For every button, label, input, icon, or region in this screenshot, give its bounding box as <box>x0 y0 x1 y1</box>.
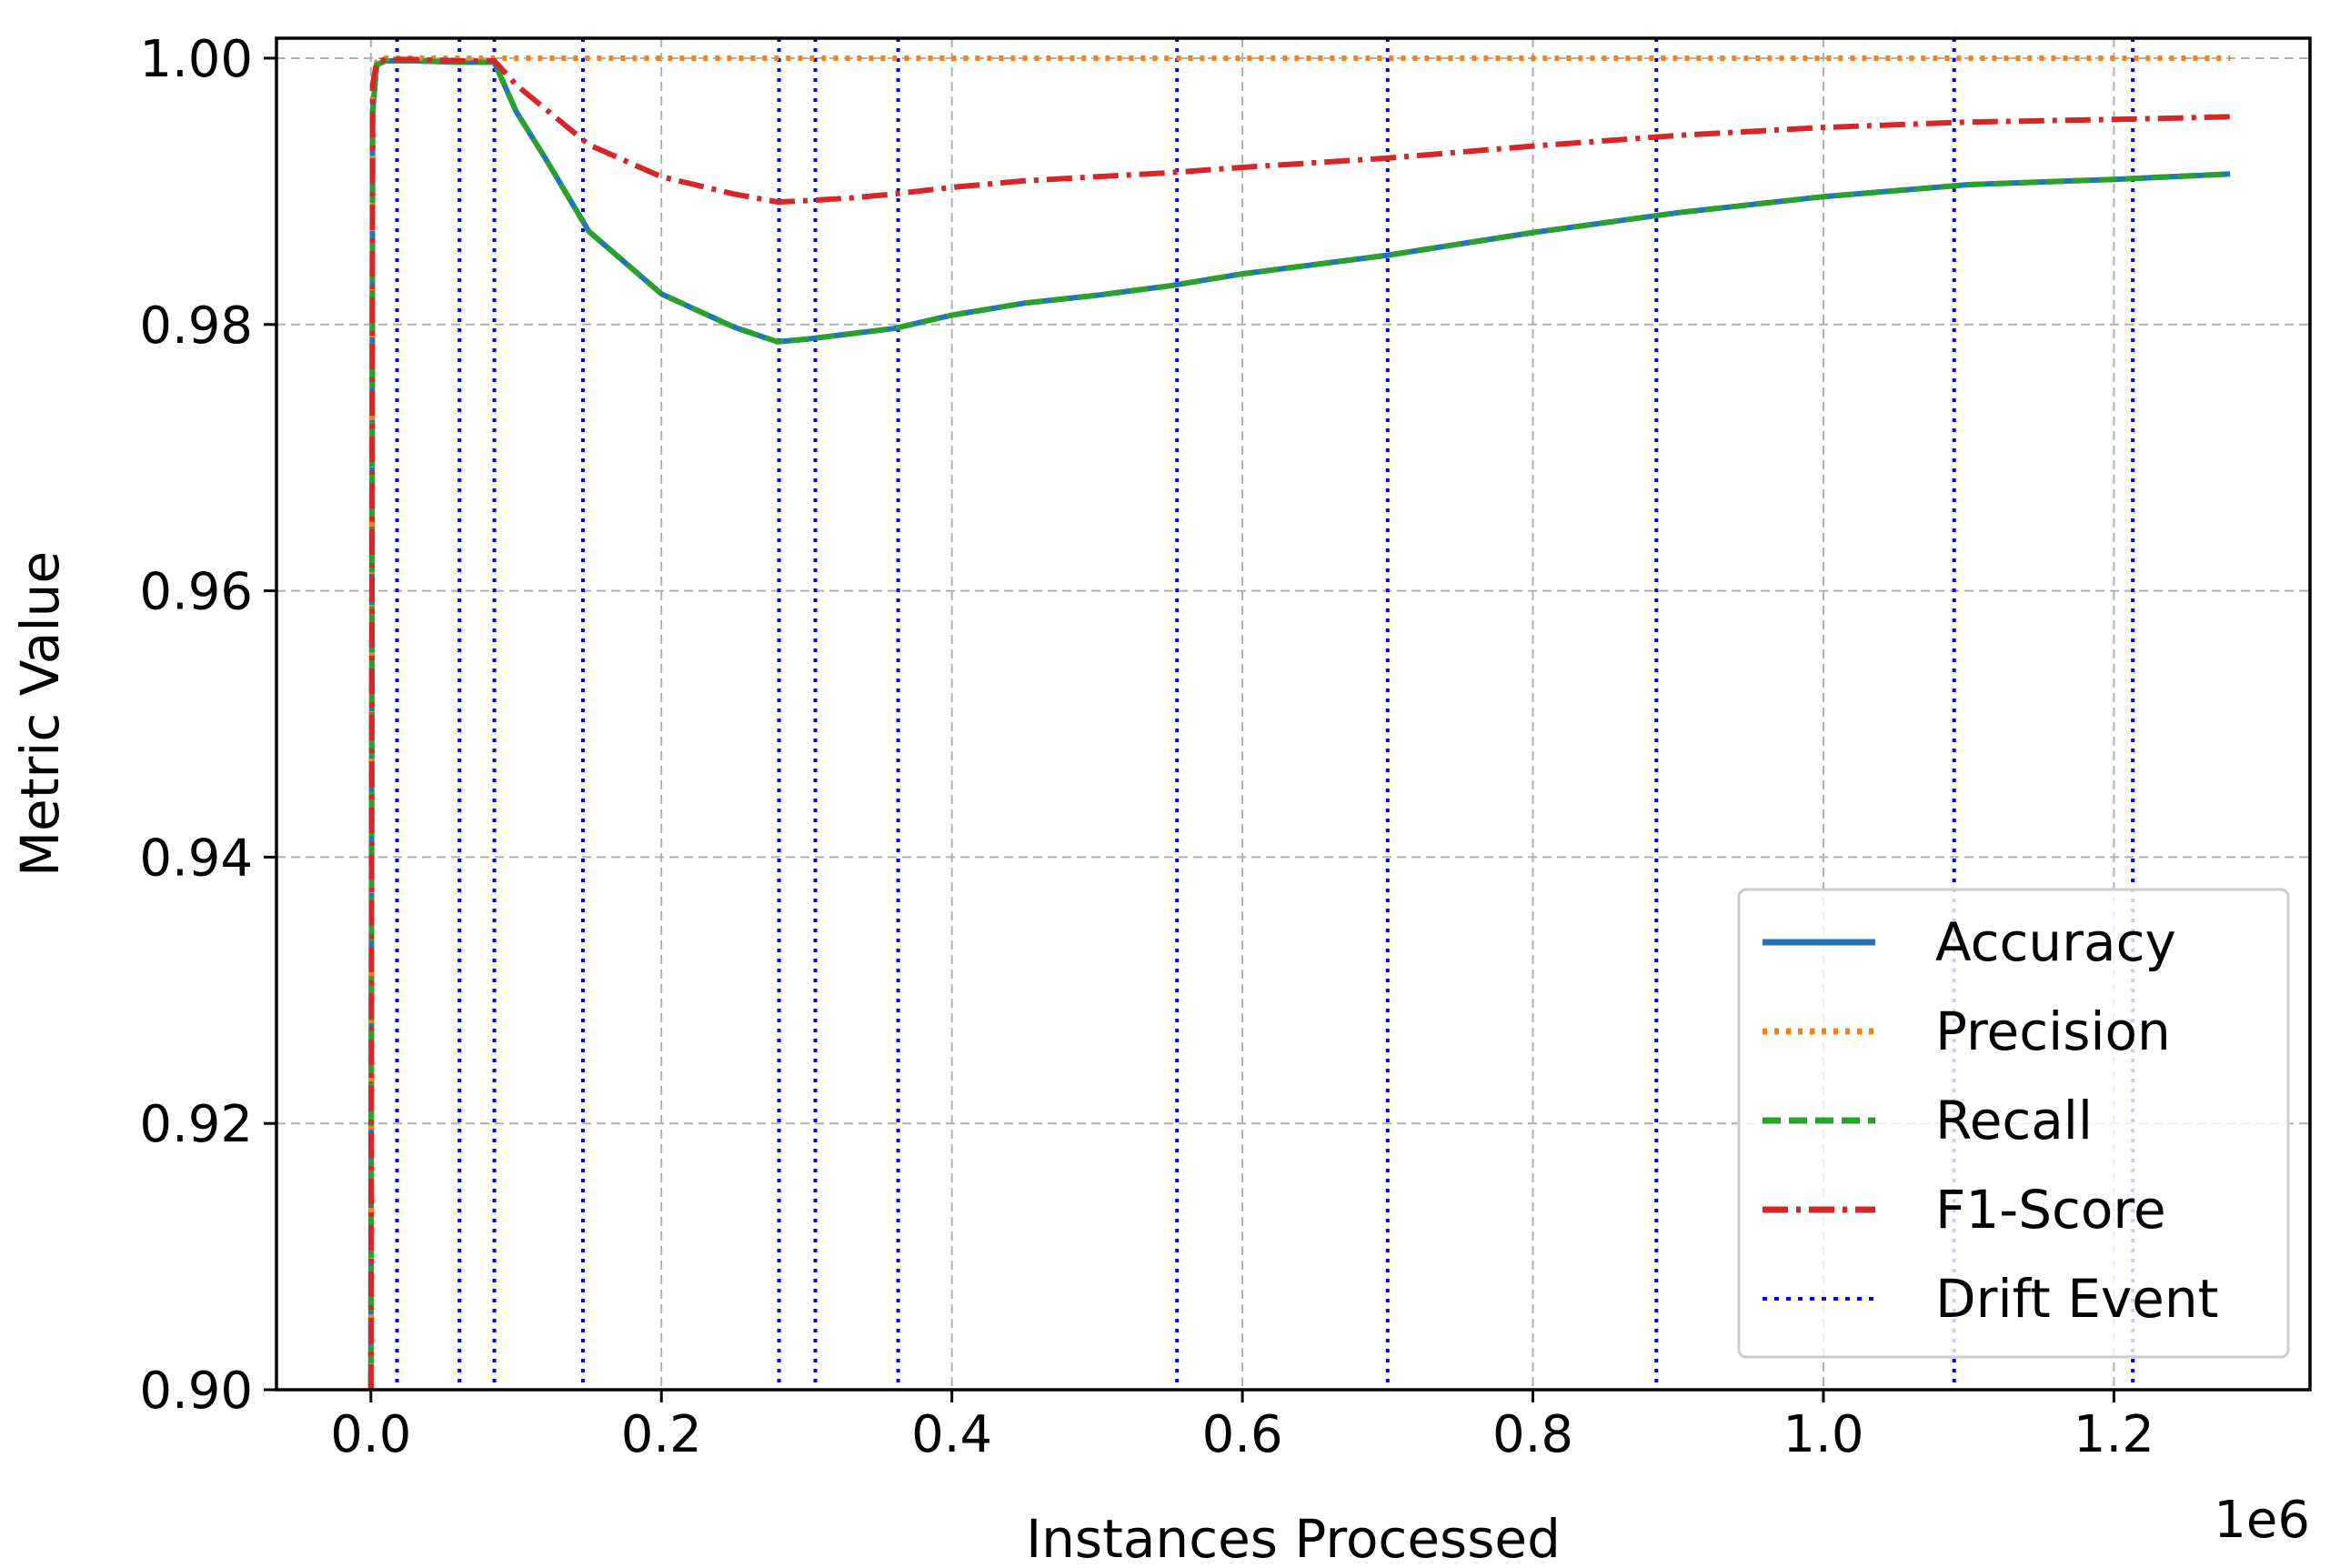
y-tick-label: 0.92 <box>139 1095 253 1154</box>
series-line-f1-score <box>367 56 2231 1391</box>
x-tick-label: 0.6 <box>1202 1405 1283 1464</box>
legend-box <box>1737 888 2290 1359</box>
x-tick-label: 0.0 <box>330 1405 411 1464</box>
y-tick-label: 0.96 <box>139 563 253 622</box>
series-line-recall <box>367 57 2231 1391</box>
x-tick-label: 0.4 <box>911 1405 992 1464</box>
axis-ticks: 0.0 0.2 0.4 0.6 0.8 1.0 1.2 0.90 0.92 0.94 0.96 0.9… <box>139 30 2154 1464</box>
x-axis-label: Instances Processed <box>1026 1508 1561 1568</box>
series-line-precision <box>367 55 2231 1391</box>
legend-label-accuracy: Accuracy <box>1935 911 2176 973</box>
y-tick-label: 0.94 <box>139 829 253 888</box>
y-axis-label: Metric Value <box>9 551 71 877</box>
legend: Accuracy Precision Recall F1-Score Drift Eve… <box>1737 888 2290 1359</box>
series-lines <box>367 55 2231 1391</box>
y-tick-label: 0.98 <box>139 297 253 356</box>
x-axis-offset-label: 1e6 <box>2214 1491 2310 1550</box>
legend-label-precision: Precision <box>1935 1000 2171 1062</box>
x-tick-label: 0.2 <box>621 1405 702 1464</box>
x-tick-label: 1.0 <box>1783 1405 1863 1464</box>
legend-label-drift-event: Drift Event <box>1935 1268 2218 1330</box>
x-tick-label: 0.8 <box>1492 1405 1573 1464</box>
x-tick-label: 1.2 <box>2074 1405 2154 1464</box>
y-tick-label: 0.90 <box>139 1362 253 1421</box>
plot-frame <box>275 36 2312 1392</box>
y-tick-label: 1.00 <box>139 30 253 89</box>
legend-label-recall: Recall <box>1935 1090 2093 1151</box>
legend-label-f1-score: F1-Score <box>1935 1179 2166 1241</box>
